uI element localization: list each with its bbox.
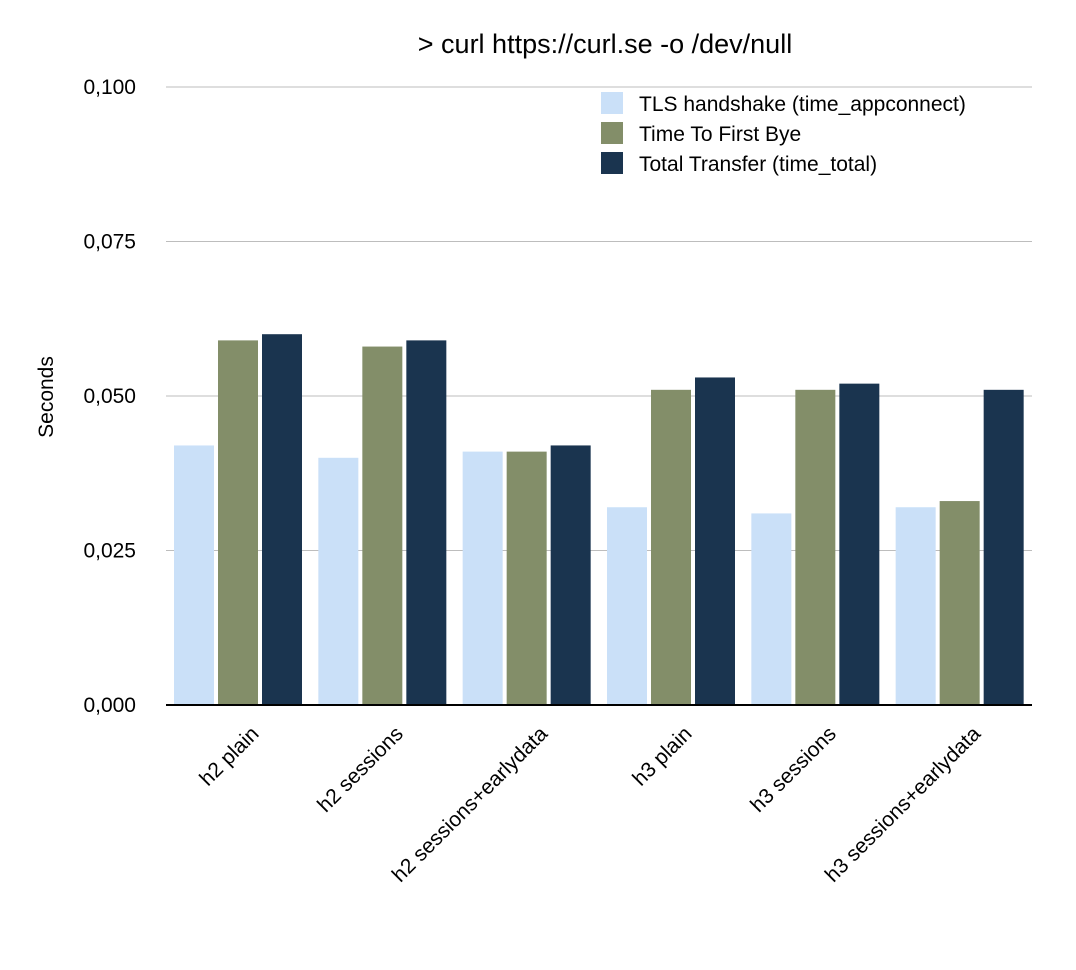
bar: [839, 383, 880, 705]
bar: [462, 451, 503, 705]
x-tick-label: h3 sessions: [746, 722, 841, 817]
x-tick-label: h2 sessions+earlydata: [388, 722, 553, 887]
bar: [751, 513, 792, 705]
y-axis-label: Seconds: [35, 356, 58, 438]
bar: [939, 501, 980, 705]
gridlines: [166, 86, 1032, 551]
legend-swatch: [601, 92, 623, 114]
bar: [362, 346, 403, 705]
bar: [318, 457, 359, 705]
bar: [795, 389, 836, 705]
bar: [651, 389, 691, 705]
legend-entry: Total Transfer (time_total): [639, 153, 877, 176]
bar: [174, 445, 214, 705]
x-tick-label: h2 sessions: [313, 722, 408, 817]
y-tick-label: 0,050: [83, 385, 136, 408]
chart-title: > curl https://curl.se -o /dev/null: [418, 29, 792, 59]
x-tick-label: h3 plain: [628, 722, 696, 790]
y-tick-label: 0,100: [83, 76, 136, 99]
bar: [695, 377, 735, 705]
bar: [550, 445, 591, 705]
x-tick-label: h3 sessions+earlydata: [821, 722, 986, 887]
y-tick-label: 0,075: [83, 231, 136, 254]
bar: [607, 507, 647, 705]
y-tick-label: 0,000: [83, 694, 136, 717]
bar: [983, 389, 1024, 705]
bar: [895, 507, 936, 705]
bars: [174, 334, 1024, 705]
x-tick-label: h2 plain: [195, 722, 263, 790]
legend-swatch: [601, 152, 623, 174]
y-axis-ticks: 0,000 0,025 0,050 0,075 0,100: [83, 76, 136, 717]
bar: [406, 340, 447, 705]
bar: [262, 334, 302, 705]
legend-entry: Time To First Bye: [639, 123, 801, 146]
legend-swatch: [601, 122, 623, 144]
legend-entry: TLS handshake (time_appconnect): [639, 93, 966, 116]
bar: [506, 451, 547, 705]
y-tick-label: 0,025: [83, 540, 136, 563]
bar: [218, 340, 258, 705]
legend: TLS handshake (time_appconnect) Time To F…: [601, 92, 966, 176]
